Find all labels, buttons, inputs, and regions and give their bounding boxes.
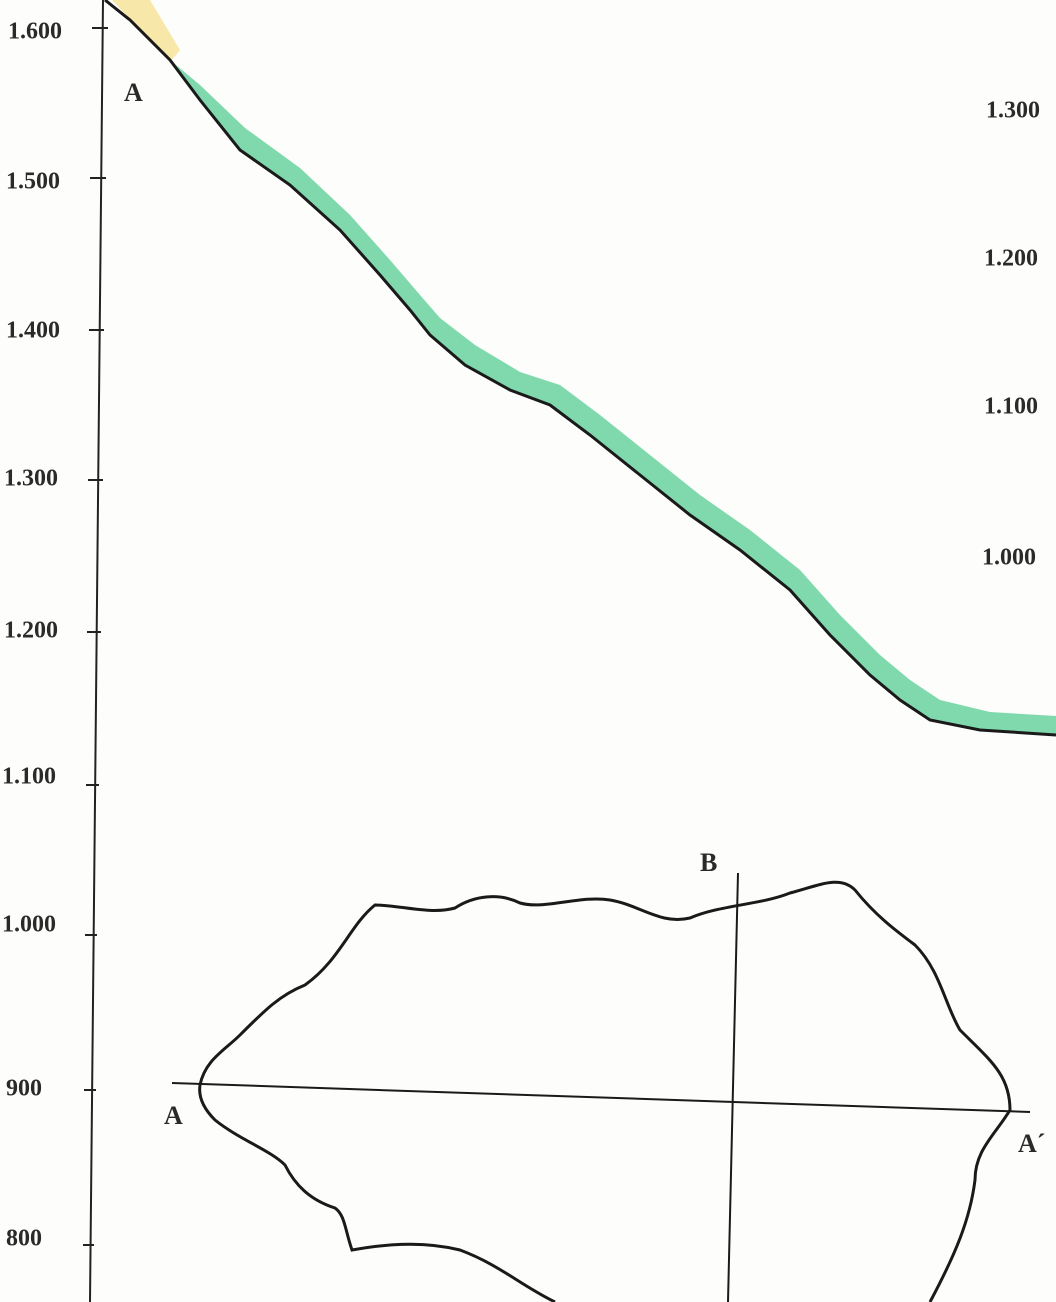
point-label: B <box>700 848 717 877</box>
axis-label: 1.100 <box>984 394 1038 420</box>
axis-label: 1.500 <box>6 169 60 195</box>
left-axis-labels: 1.600 1.500 1.400 1.300 1.200 1.100 1.00… <box>2 19 62 1252</box>
axis-label: 1.400 <box>6 318 60 344</box>
profile-line <box>104 0 1056 737</box>
point-label: A <box>124 78 143 107</box>
point-label: A´ <box>1018 1129 1045 1158</box>
right-axis-labels: 1.300 1.200 1.100 1.000 <box>982 98 1040 571</box>
yellow-band <box>112 0 180 62</box>
axis-ticks <box>83 27 108 1246</box>
axis-label: 1.000 <box>982 545 1036 571</box>
axis-label: 1.300 <box>4 466 58 492</box>
axis-label: 1.200 <box>4 618 58 644</box>
axis-label: 1.300 <box>986 98 1040 124</box>
axis-label: 1.100 <box>2 764 56 790</box>
axis-label: 800 <box>6 1226 42 1252</box>
axis-label: 1.200 <box>984 246 1038 272</box>
map-outline <box>198 880 1012 1302</box>
point-label: A <box>164 1101 183 1130</box>
left-axis <box>89 0 104 1302</box>
section-line-a <box>171 1082 1031 1113</box>
section-line-b <box>727 872 739 1302</box>
axis-label: 900 <box>6 1076 42 1102</box>
axis-label: 1.600 <box>8 19 62 45</box>
axis-label: 1.000 <box>2 912 56 938</box>
